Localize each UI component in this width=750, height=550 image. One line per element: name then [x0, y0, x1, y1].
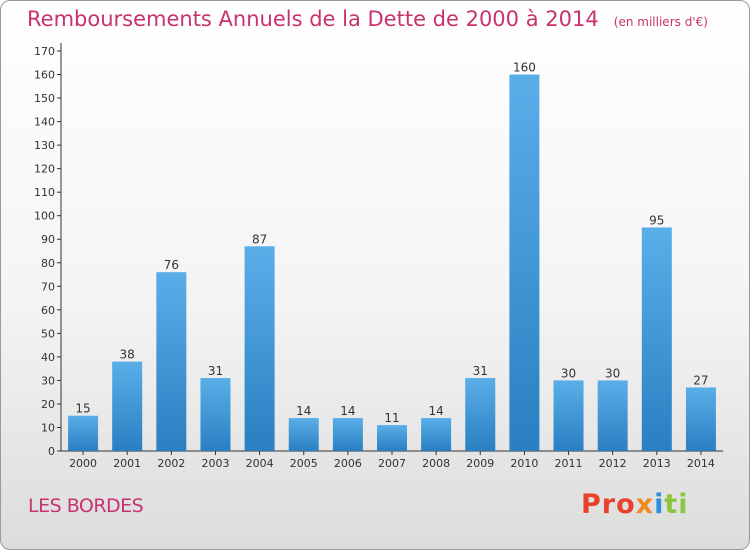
y-tick-label: 90 — [41, 233, 55, 246]
x-tick-label: 2003 — [201, 457, 229, 470]
y-tick-label: 60 — [41, 304, 55, 317]
y-tick-label: 130 — [34, 139, 55, 152]
bar — [685, 387, 716, 451]
bar — [68, 415, 99, 451]
logo-part: i — [654, 489, 665, 520]
x-tick-label: 2009 — [466, 457, 494, 470]
x-tick-label: 2010 — [510, 457, 538, 470]
y-tick-label: 20 — [41, 398, 55, 411]
y-tick-label: 150 — [34, 92, 55, 105]
bar-value-label: 14 — [340, 404, 355, 418]
bar — [200, 378, 231, 451]
bar-value-label: 14 — [296, 404, 311, 418]
x-tick-label: 2002 — [157, 457, 185, 470]
bar — [244, 246, 275, 451]
y-tick-label: 70 — [41, 280, 55, 293]
bar-value-label: 27 — [693, 373, 708, 387]
bar-value-label: 30 — [605, 366, 620, 380]
bar-value-label: 95 — [649, 213, 664, 227]
y-tick-label: 80 — [41, 257, 55, 270]
x-tick-label: 2005 — [290, 457, 318, 470]
bar — [509, 74, 540, 451]
x-tick-label: 2007 — [378, 457, 406, 470]
x-tick-label: 2000 — [69, 457, 97, 470]
x-tick-label: 2006 — [334, 457, 362, 470]
y-tick-label: 40 — [41, 351, 55, 364]
bar — [112, 361, 143, 451]
x-tick-label: 2012 — [599, 457, 627, 470]
bar-value-label: 30 — [561, 366, 576, 380]
y-tick-label: 0 — [48, 445, 55, 458]
logo-part: x — [635, 489, 655, 520]
x-tick-label: 2008 — [422, 457, 450, 470]
x-tick-label: 2014 — [687, 457, 715, 470]
bar — [641, 227, 672, 451]
bar — [465, 378, 496, 451]
bar — [553, 380, 584, 451]
bar-value-label: 76 — [164, 258, 179, 272]
x-tick-label: 2001 — [113, 457, 141, 470]
y-tick-label: 140 — [34, 116, 55, 129]
bar-value-label: 87 — [252, 232, 267, 246]
city-name: LES BORDES — [28, 495, 144, 517]
y-tick-label: 100 — [34, 210, 55, 223]
bar — [288, 418, 319, 451]
x-tick-label: 2004 — [246, 457, 274, 470]
bar — [332, 418, 363, 451]
y-tick-label: 50 — [41, 327, 55, 340]
bar-value-label: 160 — [513, 61, 536, 75]
bar-value-label: 14 — [428, 404, 443, 418]
bar-value-label: 38 — [120, 348, 135, 362]
x-tick-label: 2011 — [555, 457, 583, 470]
bar-value-label: 31 — [208, 364, 223, 378]
bar — [377, 425, 407, 451]
bar-value-label: 31 — [473, 364, 488, 378]
bar — [597, 380, 628, 451]
title-row: Remboursements Annuels de la Dette de 20… — [27, 7, 708, 31]
y-tick-label: 30 — [41, 374, 55, 387]
chart-subtitle: (en milliers d'€) — [613, 15, 708, 29]
bar-value-label: 11 — [384, 411, 399, 425]
proxiti-logo: Proxiti — [581, 489, 689, 520]
y-tick-label: 170 — [34, 45, 55, 58]
bar-value-label: 15 — [75, 402, 90, 416]
logo-part: ti — [664, 489, 689, 520]
y-tick-label: 120 — [34, 163, 55, 176]
bar — [156, 272, 187, 451]
y-tick-label: 160 — [34, 69, 55, 82]
logo-part: Pro — [581, 489, 636, 520]
y-tick-label: 10 — [41, 421, 55, 434]
x-tick-label: 2013 — [643, 457, 671, 470]
chart-title: Remboursements Annuels de la Dette de 20… — [27, 7, 599, 31]
y-tick-label: 110 — [34, 186, 55, 199]
bar — [421, 418, 452, 451]
